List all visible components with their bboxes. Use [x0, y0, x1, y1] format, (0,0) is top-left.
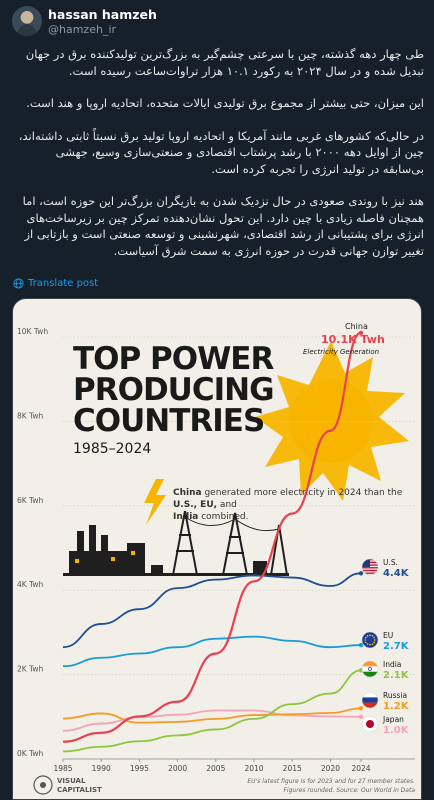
chart-footnote: EU's latest figure is for 2023 and for 2… [247, 778, 415, 785]
translate-post[interactable]: Translate post [13, 276, 98, 290]
flag-icon-us [361, 558, 379, 576]
y-tick-label: 2K Twh [17, 665, 44, 674]
series-lines [62, 330, 364, 753]
end-label-value: 4.4K [383, 568, 410, 579]
end-label-name: Japan [382, 715, 404, 724]
flag-icon-russia [361, 691, 379, 709]
power-chart: 0K Twh 2K Twh 4K Twh 6K Twh 8K Twh 10K Twh 19… [17, 322, 415, 795]
end-label-name: U.S. [383, 558, 398, 567]
y-axis: 0K Twh 2K Twh 4K Twh 6K Twh 8K Twh 10K Twh [17, 327, 48, 758]
y-tick-label: 10K Twh [17, 327, 48, 336]
chart-footnote: Figures rounded. Source: Our World in Da… [283, 787, 415, 794]
series-endpoint [358, 642, 364, 648]
end-label-name: China [345, 322, 368, 331]
avatar[interactable] [12, 6, 42, 36]
brand-name: VISUAL [57, 777, 86, 785]
series-endpoint [358, 706, 364, 711]
flag-icon-eu [361, 631, 379, 649]
annotation-text: combined. [198, 512, 248, 522]
post-paragraph: طی چهار دهه گذشته، چین با سرعتی چشم‌گیر … [25, 47, 424, 78]
series-endpoint [358, 571, 364, 576]
post-paragraph: این میزان، حتی بیشتر از مجموع برق تولیدی… [26, 96, 424, 110]
end-label-name: India [383, 660, 401, 669]
x-tick-label: 1995 [130, 764, 149, 773]
post-paragraph: هند نیز با روندی صعودی در حال نزدیک شدن … [22, 194, 424, 258]
flag-icon-india [361, 660, 379, 678]
post-paragraph: در حالی‌که کشورهای غربی مانند آمریکا و ا… [18, 128, 424, 176]
x-tick-label: 1990 [92, 764, 111, 773]
x-axis: 1985 1990 1995 2000 2005 2010 2015 2020 2024 [53, 758, 415, 773]
chart-title-line: TOP POWER [73, 341, 274, 377]
y-tick-label: 4K Twh [17, 580, 44, 589]
globe-icon [13, 277, 24, 289]
post-text: طی چهار دهه گذشته، چین با سرعتی چشم‌گیر … [12, 46, 424, 259]
end-label-name: Russia [383, 691, 407, 700]
series-line-japan [62, 709, 362, 732]
x-tick-label: 2024 [351, 764, 370, 773]
chart-title-line: COUNTRIES [73, 403, 264, 439]
end-label-value: 2.7K [383, 641, 410, 652]
flag-icon-japan [361, 715, 379, 733]
power-plant-illustration [63, 510, 289, 576]
annotation-text: and [217, 500, 240, 510]
end-labels: China 10.1K Twh Electricity Generation U.S.… [303, 322, 410, 736]
series-line-india [62, 669, 362, 753]
end-label-value: 1.0K [383, 725, 410, 736]
series-line-china [62, 331, 362, 743]
brand-name: CAPITALIST [57, 786, 102, 794]
series-line-us [62, 572, 362, 649]
x-tick-label: 1985 [53, 764, 72, 773]
translate-link[interactable]: Translate post [28, 277, 99, 289]
chart-annotation: China generated more electricity in 2024… [173, 488, 405, 522]
series-endpoint [358, 330, 364, 335]
annotation-country: China [173, 488, 202, 498]
sun-illustration [255, 341, 409, 501]
end-label-name: EU [383, 631, 393, 640]
y-tick-label: 0K Twh [17, 749, 44, 758]
post-header: hassan hamzeh @hamzeh_ir [12, 6, 422, 38]
x-tick-label: 2010 [244, 764, 263, 773]
x-tick-label: 2005 [206, 764, 225, 773]
x-tick-label: 2015 [283, 764, 302, 773]
display-name[interactable]: hassan hamzeh [48, 7, 157, 22]
end-label-note: Electricity Generation [303, 348, 379, 356]
chart-image[interactable]: 0K Twh 2K Twh 4K Twh 6K Twh 8K Twh 10K Twh 19… [12, 298, 422, 800]
end-label-value: 10.1K Twh [321, 333, 385, 346]
annotation-strong: U.S., EU, [173, 500, 217, 510]
y-tick-label: 6K Twh [17, 496, 44, 505]
user-handle[interactable]: @hamzeh_ir [48, 23, 117, 36]
series-endpoint [358, 714, 364, 719]
end-label-value: 2.1K [383, 670, 410, 681]
annotation-text: generated more electricity in 2024 than … [202, 488, 406, 498]
x-tick-label: 2020 [321, 764, 340, 773]
lightning-icon [144, 479, 166, 525]
brand-logo: VISUAL CAPITALIST [33, 775, 102, 795]
series-line-eu [62, 635, 362, 668]
y-tick-label: 8K Twh [17, 411, 44, 420]
series-line-russia [62, 707, 362, 724]
chart-title-line: PRODUCING [73, 372, 274, 408]
x-tick-label: 2000 [168, 764, 187, 773]
chart-subtitle: 1985–2024 [73, 441, 151, 457]
end-label-value: 1.2K [383, 701, 410, 712]
